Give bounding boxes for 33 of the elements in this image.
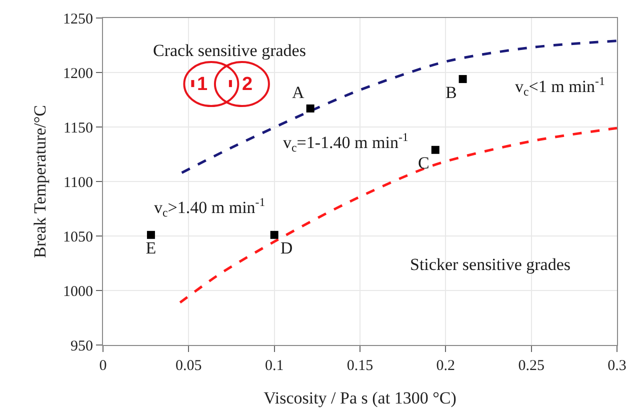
data-label: D <box>280 238 293 258</box>
data-label: E <box>146 238 156 258</box>
point <box>306 104 314 112</box>
x-tick-label: 0.15 <box>346 358 374 374</box>
x-tick-label: 0.1 <box>264 358 284 374</box>
data-label: A <box>292 83 306 102</box>
y-tick-label: 950 <box>70 338 93 354</box>
x-tick-label: 0.2 <box>436 358 456 374</box>
annotation: Sticker sensitive grades <box>410 255 571 274</box>
annotation: Crack sensitive grades <box>153 41 306 60</box>
x-axis-title: Viscosity / Pa s (at 1300 °C) <box>264 388 456 408</box>
annotation: v$_{c}$>1.40 m min$^{-1}$ <box>154 195 266 220</box>
data-label: B <box>445 82 457 102</box>
annotation: v$_{c}$=1-1.40 m min$^{-1}$ <box>283 130 408 155</box>
x-tick-label: 0.05 <box>176 358 202 374</box>
y-tick-label: 1150 <box>64 120 93 136</box>
point <box>270 230 278 239</box>
y-tick-label: 1200 <box>63 66 93 82</box>
annotation: 2 <box>242 74 253 95</box>
y-axis-title: Break Temperature/°C <box>30 104 50 258</box>
y-tick-label: 1100 <box>64 174 93 191</box>
x-tick-label: 0.25 <box>518 358 544 374</box>
point <box>458 75 467 84</box>
annotation: v$_{c}$<1 m min$^{-1}$ <box>515 74 606 99</box>
data-label: C <box>418 154 430 173</box>
y-tick-label: 1000 <box>63 284 93 300</box>
y-tick-label: 1250 <box>63 11 93 28</box>
annotation: 1 <box>197 74 208 95</box>
point <box>431 146 440 154</box>
point <box>146 230 155 239</box>
x-tick-label: 0 <box>99 358 107 374</box>
y-tick-label: 1050 <box>63 229 93 246</box>
x-tick-label: 0.3 <box>608 358 626 374</box>
